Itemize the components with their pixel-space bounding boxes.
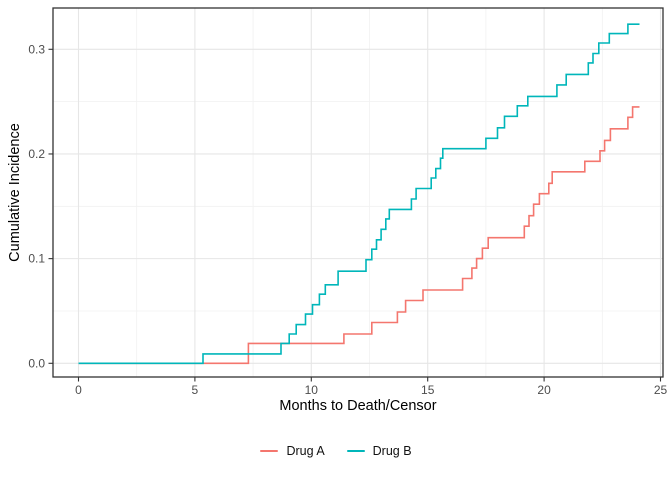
y-tick-label: 0.3 [28,42,45,56]
axis-tick-labels: 0 5 10 15 20 25 0.0 0.1 0.2 0.3 [28,42,667,397]
drug-b-line-key-icon [346,449,365,452]
legend-item-drug-b: Drug B [346,444,412,458]
gridlines-minor [53,8,663,377]
series-line-drug-b [78,23,640,365]
x-tick-label: 20 [537,383,551,397]
plot-panel [53,8,663,377]
x-tick-label: 15 [421,383,435,397]
x-tick-label: 25 [654,383,668,397]
legend-item-drug-a: Drug A [260,444,325,458]
gridlines-major [53,8,663,377]
drug-a-line-key-icon [260,449,279,452]
panel-border [52,7,664,378]
x-tick-label: 0 [75,383,82,397]
x-tick-label: 10 [305,383,319,397]
series-line-drug-a [78,106,640,365]
x-axis-title: Months to Death/Censor [279,398,436,414]
legend-label-drug-a: Drug A [286,444,325,458]
y-axis-title: Cumulative Incidence [7,123,23,262]
series-lines [78,23,640,365]
axis-ticks [48,48,662,382]
y-tick-label: 0.2 [28,147,45,161]
y-tick-label: 0.0 [28,356,45,370]
y-tick-label: 0.1 [28,252,45,266]
x-tick-label: 5 [192,383,199,397]
legend-label-drug-b: Drug B [372,444,412,458]
legend: Drug A Drug B [0,444,672,458]
